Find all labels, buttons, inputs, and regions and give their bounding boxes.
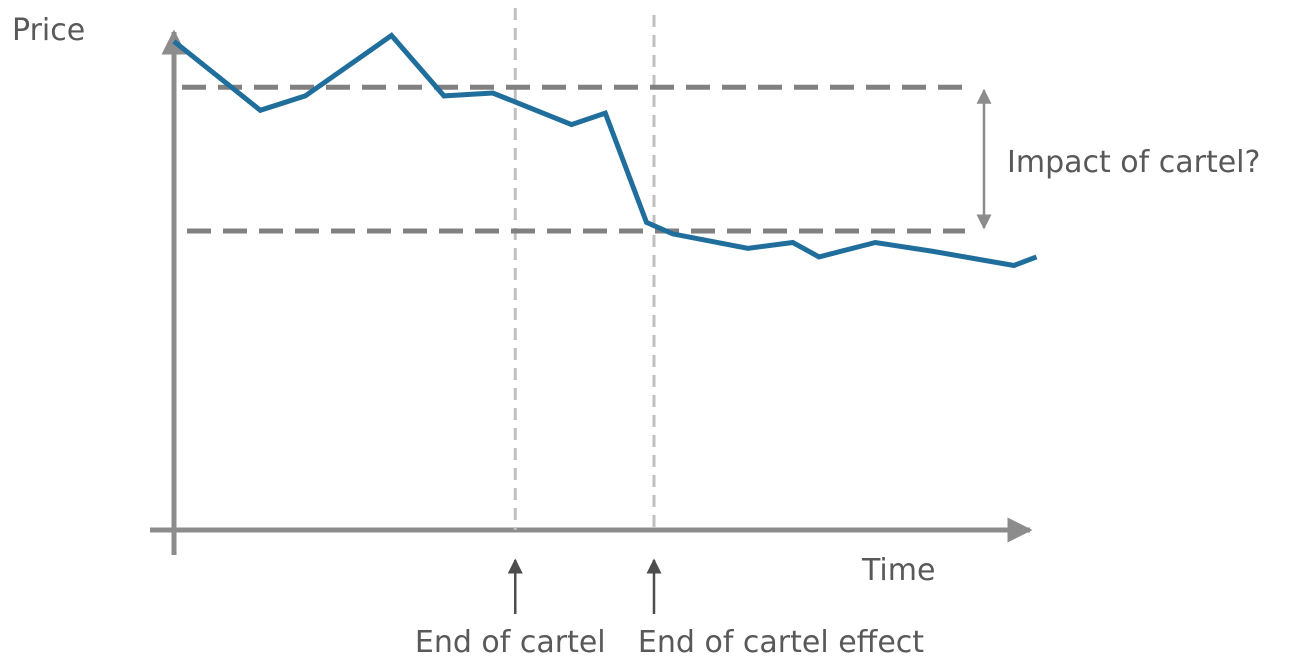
y-axis-label: Price	[12, 13, 85, 48]
x-axis-label: Time	[861, 553, 935, 588]
impact-annotation-label: Impact of cartel?	[1007, 145, 1260, 180]
price-series-line	[172, 32, 1038, 269]
end-of-cartel-label: End of cartel	[415, 625, 606, 660]
end-of-cartel-effect-label: End of cartel effect	[638, 625, 924, 660]
